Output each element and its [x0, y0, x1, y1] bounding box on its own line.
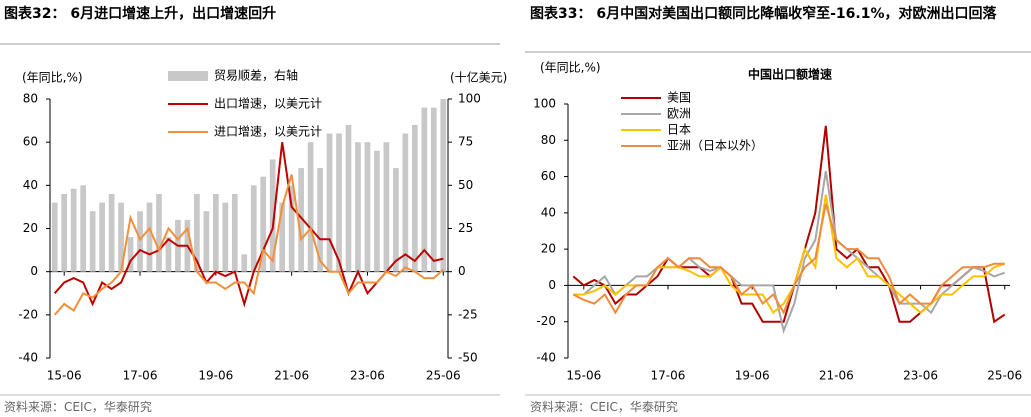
- legend-label: 贸易顺差，右轴: [214, 68, 298, 83]
- y-tick-label: 80: [541, 133, 556, 147]
- bar: [194, 193, 200, 272]
- bar: [430, 107, 437, 272]
- y2-tick-label: 100: [458, 92, 481, 106]
- x-tick-label: 17-06: [123, 369, 158, 383]
- y-tick-label: 40: [541, 205, 556, 219]
- bar: [165, 237, 172, 272]
- y-tick-label: 20: [541, 242, 556, 256]
- bar: [440, 99, 447, 272]
- bar: [298, 168, 304, 272]
- bar: [355, 142, 361, 272]
- y-axis-label: (年同比,%): [540, 61, 601, 75]
- bar: [269, 159, 276, 272]
- chart-subtitle: 中国出口额增速: [748, 67, 832, 82]
- source: 资料来源：CEIC，华泰研究: [4, 400, 152, 414]
- x-tick-label: 17-06: [651, 369, 686, 383]
- y-tick-label: 0: [30, 264, 38, 278]
- x-tick-label: 15-06: [566, 369, 601, 383]
- series-line: [53, 174, 444, 316]
- x-tick-label: 19-06: [198, 369, 233, 383]
- bar: [411, 124, 418, 272]
- bar: [118, 202, 124, 272]
- y-tick-label: 0: [548, 278, 556, 292]
- bar: [288, 185, 295, 272]
- y-tick-label: 60: [541, 169, 556, 183]
- bar: [307, 142, 314, 272]
- y2-tick-label: 25: [458, 221, 473, 235]
- bar: [156, 193, 162, 272]
- bar: [383, 142, 390, 272]
- y-tick-label: -40: [536, 351, 556, 365]
- legend-swatch: [168, 71, 208, 81]
- y-tick-label: -20: [18, 307, 38, 321]
- bar: [137, 211, 143, 272]
- y-tick-label: -20: [536, 314, 556, 328]
- x-tick-label: 21-06: [819, 369, 854, 383]
- bar: [421, 107, 428, 272]
- series-line: [572, 203, 1005, 315]
- legend-label: 日本: [667, 123, 691, 137]
- legend-label: 欧洲: [667, 107, 691, 121]
- bar: [326, 133, 333, 272]
- bar: [231, 193, 238, 272]
- source: 资料来源：CEIC，华泰研究: [530, 400, 678, 414]
- bar: [99, 202, 105, 272]
- bar: [203, 211, 210, 272]
- bar: [279, 202, 286, 272]
- x-tick-label: 19-06: [735, 369, 770, 383]
- y-axis-label: (年同比,%): [22, 71, 83, 85]
- y-tick-label: 100: [533, 97, 556, 111]
- x-tick-label: 23-06: [350, 369, 385, 383]
- title: 图表32： 6月进口增速上升，出口增速回升: [4, 6, 277, 22]
- series-line: [573, 170, 1006, 335]
- title: 图表33： 6月中国对美国出口额同比降幅收窄至-16.1%，对欧洲出口回落: [530, 6, 997, 22]
- bar: [89, 211, 96, 272]
- bar: [127, 237, 134, 272]
- bar: [51, 202, 58, 272]
- y-tick-label: 60: [23, 135, 38, 149]
- x-tick-label: 15-06: [47, 369, 82, 383]
- bar: [146, 202, 153, 272]
- bar: [61, 193, 68, 272]
- bar: [393, 168, 399, 272]
- y-tick-label: 20: [23, 221, 38, 235]
- legend-label: 出口增速，以美元计: [214, 97, 322, 111]
- y-tick-label: 40: [23, 178, 38, 192]
- bar: [402, 133, 409, 272]
- x-tick-label: 25-06: [987, 369, 1022, 383]
- bar: [222, 202, 229, 272]
- bar: [212, 193, 219, 272]
- legend-label: 亚洲（日本以外）: [667, 139, 763, 153]
- series-line: [573, 194, 1006, 315]
- legend-label: 美国: [667, 91, 691, 105]
- bar: [345, 124, 352, 272]
- y2-axis-label: (十亿美元): [450, 70, 507, 85]
- bar: [364, 142, 371, 272]
- y2-tick-label: 75: [458, 135, 473, 149]
- x-tick-label: 25-06: [426, 369, 461, 383]
- bar: [70, 188, 77, 272]
- bar: [250, 185, 257, 272]
- x-tick-label: 23-06: [903, 369, 938, 383]
- legend-label: 进口增速，以美元计: [214, 125, 322, 139]
- bar: [317, 168, 323, 272]
- bar: [241, 254, 248, 272]
- bar: [260, 176, 267, 272]
- y-tick-label: 80: [23, 92, 38, 106]
- y2-tick-label: 0: [458, 264, 466, 278]
- y-tick-label: -40: [18, 351, 38, 365]
- bar: [374, 150, 380, 272]
- x-tick-label: 21-06: [274, 369, 309, 383]
- bar: [336, 133, 342, 272]
- bar: [108, 193, 115, 272]
- y2-tick-label: 50: [458, 178, 473, 192]
- series-line: [572, 125, 1006, 324]
- y2-tick-label: -25: [458, 307, 478, 321]
- bar: [80, 185, 87, 272]
- y2-tick-label: -50: [458, 351, 478, 365]
